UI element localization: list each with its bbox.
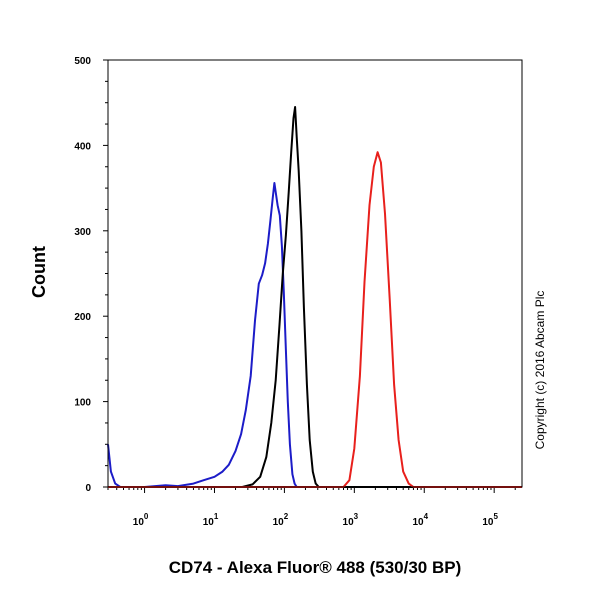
y-tick-label: 200 [74, 312, 91, 323]
y-tick-label: 400 [74, 141, 91, 152]
y-tick-label: 500 [74, 56, 91, 67]
series-line-3 [108, 151, 522, 488]
series-line-2 [108, 106, 522, 488]
x-axis-label: CD74 - Alexa Fluor® 488 (530/30 BP) [169, 558, 462, 577]
y-axis-label: Count [29, 246, 49, 298]
y-tick-label: 100 [74, 398, 91, 409]
plot-frame [107, 59, 523, 488]
plot-series [107, 106, 522, 488]
y-tick-label: 300 [74, 227, 91, 238]
copyright-text: Copyright (c) 2016 Abcam Plc [533, 291, 547, 450]
series-line-1 [107, 182, 522, 488]
y-tick-label: 0 [85, 483, 91, 494]
